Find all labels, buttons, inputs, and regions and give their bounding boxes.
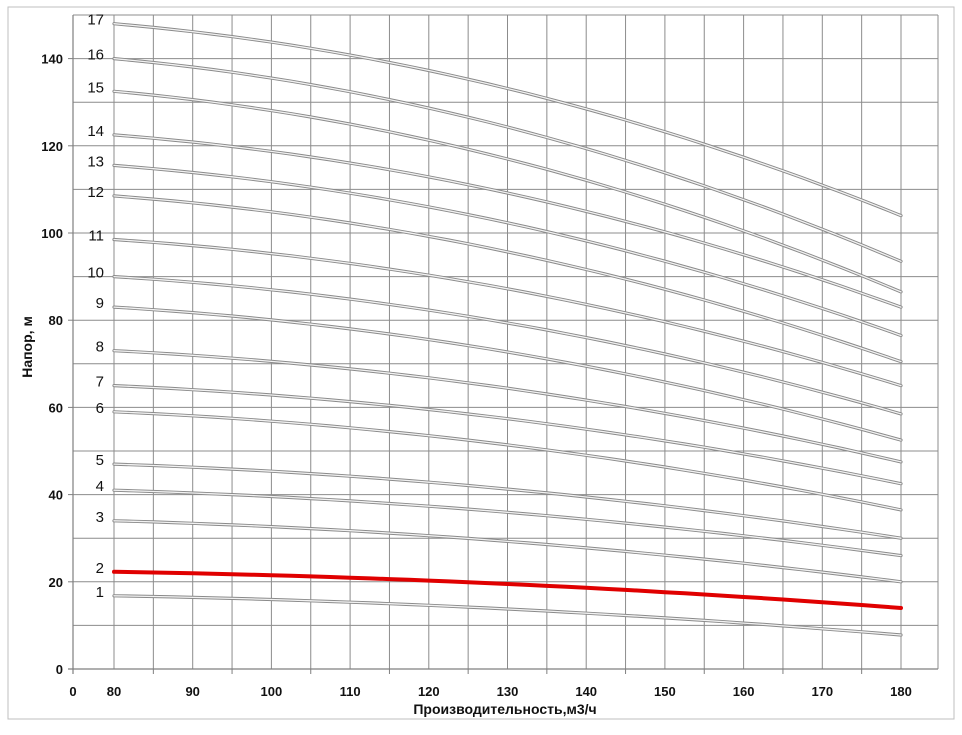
y-tick-label: 120 (41, 139, 63, 154)
curve-label-9: 9 (96, 295, 104, 312)
curve-line-16-inner (113, 57, 902, 262)
curve-label-11: 11 (88, 228, 104, 245)
axes (68, 15, 938, 674)
curve-line-3-inner (113, 520, 902, 583)
curve-line-8-inner (113, 350, 902, 463)
curve-label-14: 14 (87, 123, 104, 140)
curve-label-6: 6 (96, 400, 104, 417)
curves (112, 22, 903, 637)
curve-label-3: 3 (96, 509, 104, 526)
curve-line-15-inner (113, 90, 902, 293)
y-tick-label: 60 (49, 400, 63, 415)
curve-label-4: 4 (96, 478, 104, 495)
curve-label-8: 8 (96, 339, 104, 356)
x-axis-title: Производительность,м3/ч (413, 701, 596, 717)
curve-line-10-inner (113, 275, 902, 415)
x-tick-label: 160 (733, 684, 755, 699)
curve-label-10: 10 (87, 265, 104, 282)
chart-frame (7, 6, 955, 720)
x-tick-label: 100 (261, 684, 283, 699)
x-tick-label: 140 (575, 684, 597, 699)
y-tick-label: 40 (49, 488, 63, 503)
x-tick-label: 180 (890, 684, 912, 699)
y-tick-label: 140 (41, 52, 63, 67)
curve-label-17: 17 (87, 12, 104, 29)
x-tick-label: 120 (418, 684, 440, 699)
curve-label-1: 1 (96, 584, 104, 601)
curve-label-13: 13 (87, 153, 104, 170)
curve-line-14-inner (113, 134, 902, 308)
curve-line-7-inner (113, 384, 902, 485)
y-tick-label: 20 (49, 575, 63, 590)
curve-line-2 (112, 569, 903, 610)
curve-line-17-inner (113, 23, 902, 217)
y-axis-title: Напор, м (19, 316, 35, 378)
curve-label-15: 15 (87, 79, 104, 96)
y-tick-label: 80 (49, 313, 63, 328)
curve-line-13-inner (113, 164, 902, 337)
curve-label-16: 16 (87, 47, 104, 64)
curve-line-4-inner (113, 489, 902, 557)
curve-line-11-inner (113, 238, 902, 387)
x-tick-label: 170 (811, 684, 833, 699)
curve-line-1-inner (113, 595, 902, 636)
x-tick-label: 0 (69, 684, 76, 699)
x-tick-label: 80 (107, 684, 121, 699)
curve-line-5-inner (113, 463, 902, 539)
x-tick-label: 150 (654, 684, 676, 699)
x-tick-label: 130 (497, 684, 519, 699)
x-tick-label: 110 (340, 684, 361, 699)
y-tick-label: 100 (41, 226, 63, 241)
curve-label-2: 2 (96, 560, 104, 577)
grid-lines (73, 14, 939, 669)
curve-label-5: 5 (96, 452, 104, 469)
y-tick-label: 0 (56, 662, 63, 677)
curve-label-12: 12 (87, 184, 104, 201)
curve-label-7: 7 (96, 374, 104, 391)
x-tick-label: 90 (185, 684, 199, 699)
curve-line-12-inner (113, 195, 902, 363)
curve-line-6-inner (113, 411, 902, 511)
curve-line-9-inner (113, 306, 902, 441)
